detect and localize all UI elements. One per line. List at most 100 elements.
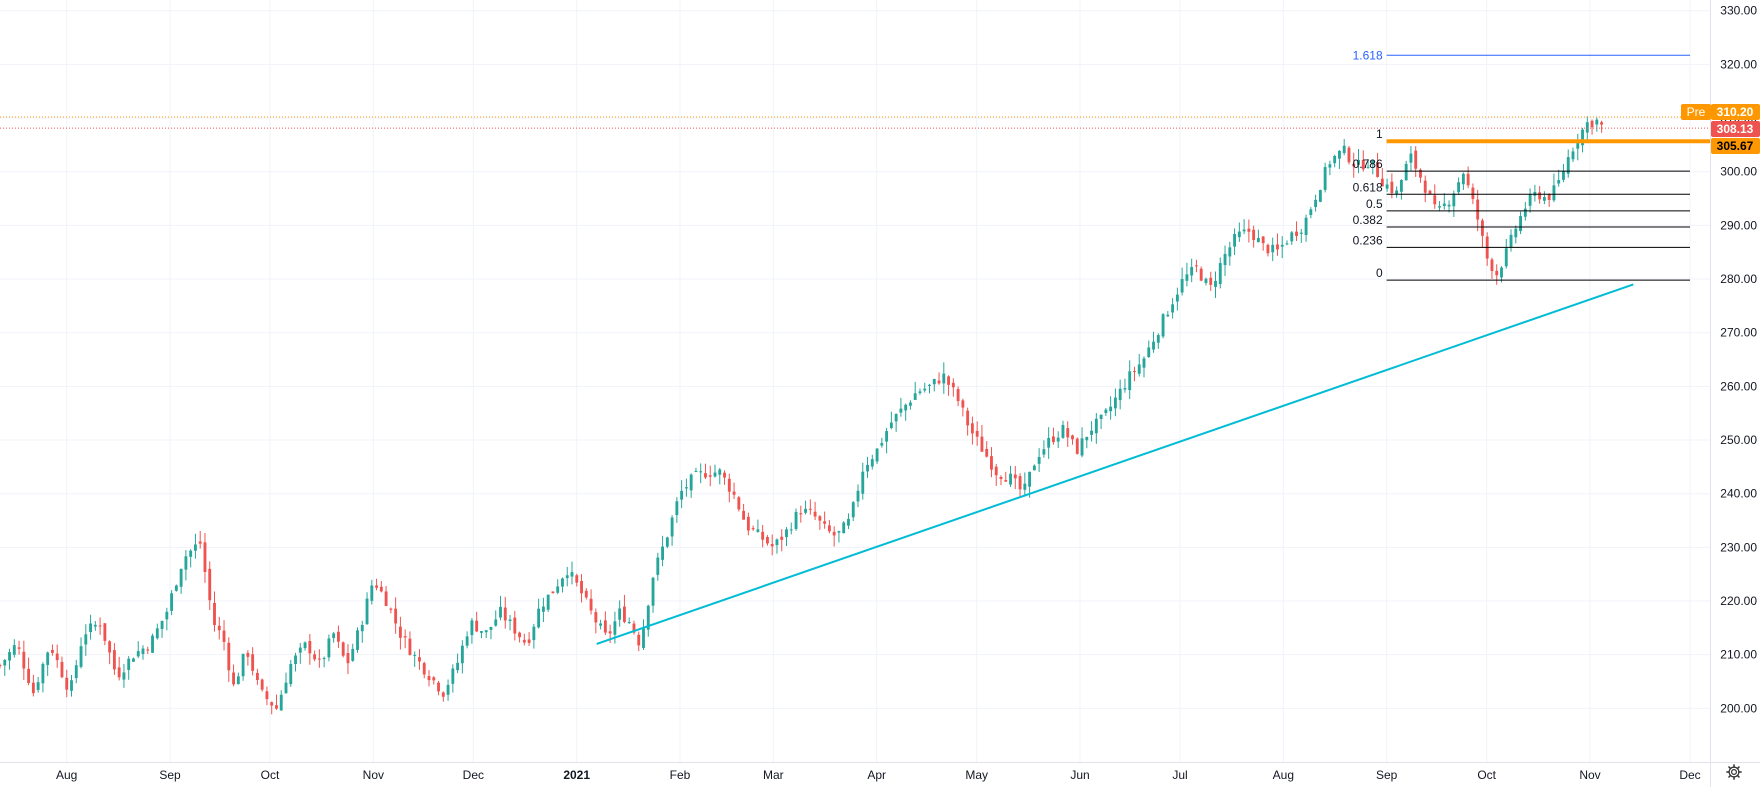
- y-tick-label: 260.00: [1720, 379, 1757, 393]
- candle-down: [65, 677, 69, 690]
- pre-price-badge: 310.20: [1717, 105, 1754, 119]
- candle-up: [684, 487, 688, 489]
- candle-up: [894, 414, 898, 422]
- candle-down: [1266, 244, 1270, 254]
- candle-down: [961, 400, 965, 408]
- trendline: [596, 283, 1634, 645]
- candle-up: [1581, 129, 1584, 146]
- candle-down: [146, 649, 150, 651]
- candle-up: [332, 633, 336, 639]
- candle-down: [623, 606, 626, 622]
- candle-up: [1047, 437, 1051, 448]
- candle-down: [1133, 371, 1136, 373]
- pre-price-badge-bg: [1711, 104, 1760, 120]
- candle-up: [508, 619, 512, 622]
- candle-down: [818, 516, 822, 521]
- candle-up: [1528, 194, 1532, 206]
- candle-up: [656, 557, 660, 575]
- candle-up: [837, 531, 841, 533]
- candle-down: [1071, 435, 1074, 440]
- candle-up: [537, 608, 541, 628]
- candle-up: [913, 393, 917, 400]
- drawings[interactable]: 1 0.786 0.618 0.5 0.382 0.236 0 1.618: [0, 48, 1710, 645]
- candle-up: [546, 594, 550, 610]
- candle-up: [74, 665, 78, 679]
- candle-up: [870, 459, 874, 467]
- candle-down: [251, 654, 255, 671]
- candle-down: [308, 640, 312, 654]
- candle-up: [1338, 150, 1341, 159]
- candle-up: [932, 379, 936, 385]
- candle-down: [341, 642, 345, 656]
- candle-up: [670, 517, 674, 537]
- fib-level-label: 0.382: [1353, 213, 1383, 227]
- candle-down: [751, 528, 755, 530]
- candle-up: [1233, 233, 1236, 247]
- y-tick-label: 230.00: [1720, 540, 1757, 554]
- candle-down: [527, 639, 531, 643]
- candle-down: [408, 638, 412, 655]
- chart-settings-button[interactable]: [1722, 760, 1746, 784]
- candle-up: [127, 658, 131, 671]
- candle-up: [1032, 465, 1036, 471]
- candle-down: [1547, 194, 1551, 201]
- x-tick-label: Sep: [1376, 768, 1398, 782]
- candle-up: [1366, 166, 1370, 168]
- y-tick-label: 320.00: [1720, 57, 1757, 71]
- candle-down: [437, 682, 440, 692]
- resistance-price-badge-bg: [1711, 138, 1760, 154]
- candle-down: [937, 380, 941, 384]
- candle-down: [990, 456, 993, 470]
- candle-down: [1066, 428, 1070, 438]
- candle-down: [1414, 150, 1418, 169]
- candle-up: [1504, 248, 1508, 267]
- candle-up: [1309, 209, 1313, 216]
- candle-up: [79, 646, 83, 667]
- candle-down: [337, 631, 340, 642]
- candle-down: [60, 661, 64, 678]
- candle-up: [36, 682, 40, 690]
- candle-up: [1256, 238, 1260, 243]
- candle-down: [732, 491, 736, 495]
- candle-up: [141, 648, 145, 654]
- x-tick-label: Oct: [1477, 768, 1496, 782]
- gear-icon: [1726, 764, 1742, 780]
- candle-up: [84, 634, 88, 645]
- candle-down: [1390, 181, 1394, 194]
- candle-up: [160, 620, 164, 629]
- candle-up: [456, 662, 460, 671]
- candle-up: [866, 464, 869, 472]
- candle-up: [565, 575, 569, 579]
- candle-down: [198, 541, 202, 544]
- candle-up: [1314, 199, 1318, 208]
- candle-up: [1042, 449, 1046, 455]
- candle-up: [1395, 190, 1399, 195]
- candle-up: [1595, 119, 1599, 125]
- candle-down: [580, 580, 583, 594]
- candle-up: [279, 694, 283, 711]
- candle-up: [1357, 159, 1360, 165]
- candle-up: [298, 647, 302, 653]
- candle-up: [880, 443, 884, 446]
- candle-up: [236, 676, 240, 685]
- candle-down: [737, 497, 741, 510]
- candle-down: [432, 677, 436, 681]
- fib-level-label: 0.5: [1366, 197, 1383, 211]
- candle-down: [217, 625, 221, 631]
- candle-up: [1137, 364, 1141, 374]
- candle-up: [889, 422, 893, 428]
- candle-down: [746, 516, 750, 531]
- candle-up: [1461, 173, 1465, 185]
- candle-down: [708, 475, 712, 477]
- y-tick-label: 330.00: [1720, 4, 1757, 18]
- candle-up: [1080, 438, 1084, 456]
- candle-up: [718, 469, 722, 475]
- price-badges: Pre 310.20 308.13 305.67: [1681, 104, 1760, 154]
- candle-down: [951, 382, 955, 388]
- candle-down: [1347, 147, 1351, 163]
- candle-up: [1113, 397, 1117, 409]
- candle-down: [637, 634, 641, 646]
